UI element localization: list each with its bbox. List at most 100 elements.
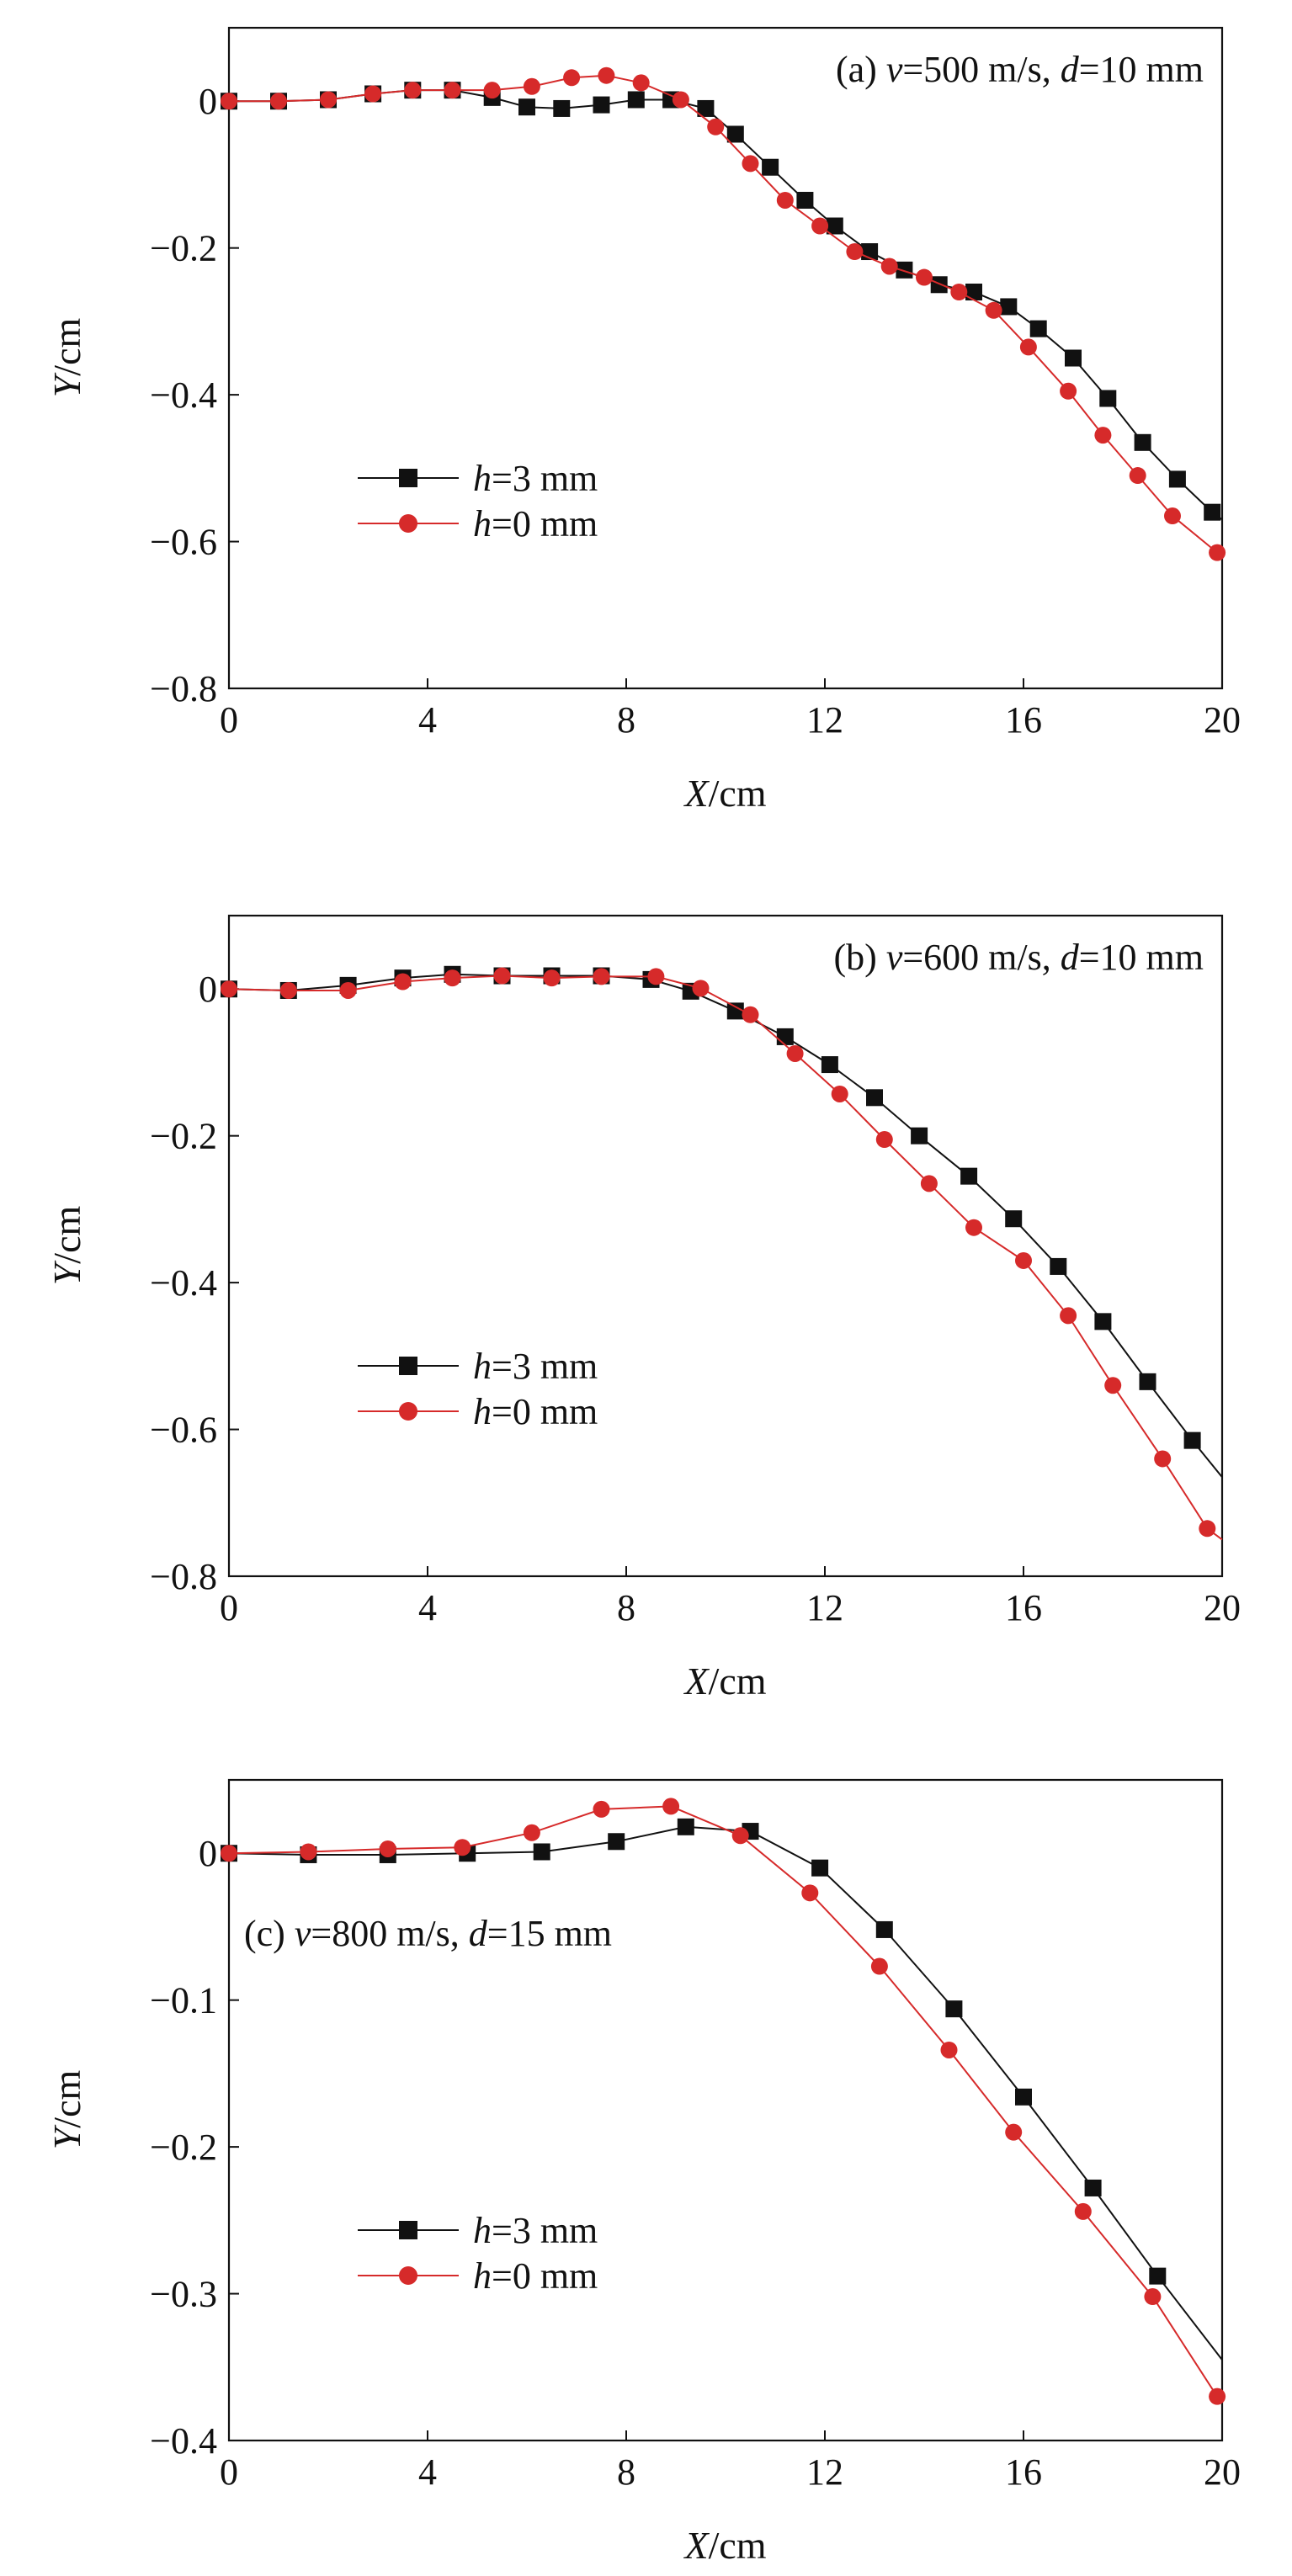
y-ticks: 0 −0.2 −0.4 −0.6 −0.8 xyxy=(150,969,239,1597)
panel-c: 0 −0.1 −0.2 −0.3 −0.4 0 4 8 12 16 20 (c) v=800 m/… xyxy=(45,1778,1241,2567)
data-point xyxy=(866,1089,883,1107)
data-point xyxy=(707,118,725,135)
data-point xyxy=(270,93,287,110)
data-point xyxy=(593,1800,610,1818)
series-layer xyxy=(221,66,1226,561)
data-point xyxy=(1134,433,1151,451)
data-point xyxy=(776,1028,794,1045)
data-point xyxy=(1183,1431,1201,1449)
data-point xyxy=(1199,1520,1216,1538)
data-point xyxy=(320,91,337,109)
legend: h=3 mm h=0 mm xyxy=(358,1346,598,1432)
data-point xyxy=(1144,2288,1162,2306)
data-point xyxy=(786,1044,804,1062)
data-point xyxy=(1168,470,1186,488)
data-point xyxy=(444,969,461,987)
data-point xyxy=(697,99,715,117)
x-tick-label: 4 xyxy=(418,1587,437,1628)
data-point xyxy=(965,284,982,300)
data-point xyxy=(523,77,540,95)
legend-label-h3: h=3 mm xyxy=(473,1346,598,1387)
panel-a: 0 −0.2 −0.4 −0.6 −0.8 0 4 8 12 16 20 (a) v=500 m/… xyxy=(45,26,1241,815)
y-tick-label: −0.3 xyxy=(150,2274,217,2315)
data-point xyxy=(960,1167,978,1185)
data-point xyxy=(662,1798,680,1815)
legend-label-h3: h=3 mm xyxy=(473,2210,598,2251)
data-point xyxy=(811,217,829,235)
data-point xyxy=(364,85,382,103)
data-point xyxy=(965,1219,982,1236)
data-point xyxy=(1005,1210,1023,1228)
data-point xyxy=(1094,1313,1112,1330)
data-point xyxy=(801,1884,819,1902)
x-tick-label: 8 xyxy=(617,1587,635,1628)
data-point xyxy=(831,1085,848,1102)
x-tick-label: 4 xyxy=(418,699,437,741)
data-point xyxy=(930,276,948,294)
data-point xyxy=(911,1127,928,1145)
x-axis-label: X/cm xyxy=(683,2524,766,2567)
y-tick-label: −0.4 xyxy=(150,2420,217,2462)
x-tick-label: 16 xyxy=(1005,1587,1042,1628)
data-point xyxy=(1015,2088,1032,2106)
data-point xyxy=(627,91,645,109)
data-point xyxy=(672,91,689,109)
data-point xyxy=(875,1131,893,1149)
data-point xyxy=(1015,1251,1032,1269)
data-point xyxy=(920,1175,938,1192)
y-tick-label: −0.4 xyxy=(150,374,217,416)
data-point xyxy=(811,1859,829,1877)
series-line-h0 xyxy=(228,975,1223,1541)
y-tick-label: 0 xyxy=(199,969,217,1010)
data-point xyxy=(1204,503,1221,521)
legend-marker-h0 xyxy=(399,514,417,533)
data-point xyxy=(394,973,412,991)
data-point xyxy=(1164,507,1181,525)
data-point xyxy=(404,82,422,99)
series-line-h3 xyxy=(228,1825,1223,2361)
data-point xyxy=(1129,467,1146,485)
data-point xyxy=(339,981,357,999)
data-point xyxy=(553,99,571,117)
data-point xyxy=(483,82,501,99)
plot-frame xyxy=(227,26,1224,690)
legend-label-h3: h=3 mm xyxy=(473,458,598,499)
data-point xyxy=(796,191,814,209)
x-axis-label: X/cm xyxy=(683,1660,766,1702)
legend-marker-h0 xyxy=(399,1402,417,1421)
legend-marker-h3 xyxy=(399,1357,417,1375)
series-line-h0 xyxy=(229,74,1218,554)
data-point xyxy=(563,69,581,87)
data-point xyxy=(379,1840,396,1857)
data-point xyxy=(870,1957,888,1975)
x-ticks: 0 4 8 12 16 20 xyxy=(220,2430,1241,2493)
y-ticks: 0 −0.2 −0.4 −0.6 −0.8 xyxy=(150,81,239,709)
data-point xyxy=(776,191,794,209)
panel-b: 0 −0.2 −0.4 −0.6 −0.8 0 4 8 12 16 20 (b) v=600 m/… xyxy=(45,914,1241,1702)
data-point xyxy=(846,243,864,261)
x-tick-label: 12 xyxy=(806,1587,843,1628)
legend-marker-h3 xyxy=(399,469,417,487)
data-point xyxy=(880,258,898,275)
data-point xyxy=(632,74,650,92)
x-tick-label: 8 xyxy=(617,2451,635,2493)
series-layer xyxy=(221,1798,1226,2405)
legend: h=3 mm h=0 mm xyxy=(358,2210,598,2297)
data-point xyxy=(1074,2202,1092,2220)
data-point xyxy=(1149,2267,1167,2285)
legend-label-h0: h=0 mm xyxy=(473,503,598,544)
x-tick-label: 12 xyxy=(806,2451,843,2493)
legend-label-h0: h=0 mm xyxy=(473,1391,598,1432)
x-axis-label: X/cm xyxy=(683,772,766,815)
y-axis-label: Y/cm xyxy=(45,317,88,397)
panel-title: (a) v=500 m/s, d=10 mm xyxy=(836,49,1204,90)
x-tick-label: 20 xyxy=(1204,2451,1241,2493)
y-tick-label: −0.2 xyxy=(150,2127,217,2168)
legend-label-h0: h=0 mm xyxy=(473,2255,598,2297)
data-point xyxy=(1154,1450,1172,1468)
series-line-h3 xyxy=(228,973,1223,1478)
data-point xyxy=(762,158,779,176)
y-axis-label: Y/cm xyxy=(45,1205,88,1285)
data-point xyxy=(1209,544,1226,561)
